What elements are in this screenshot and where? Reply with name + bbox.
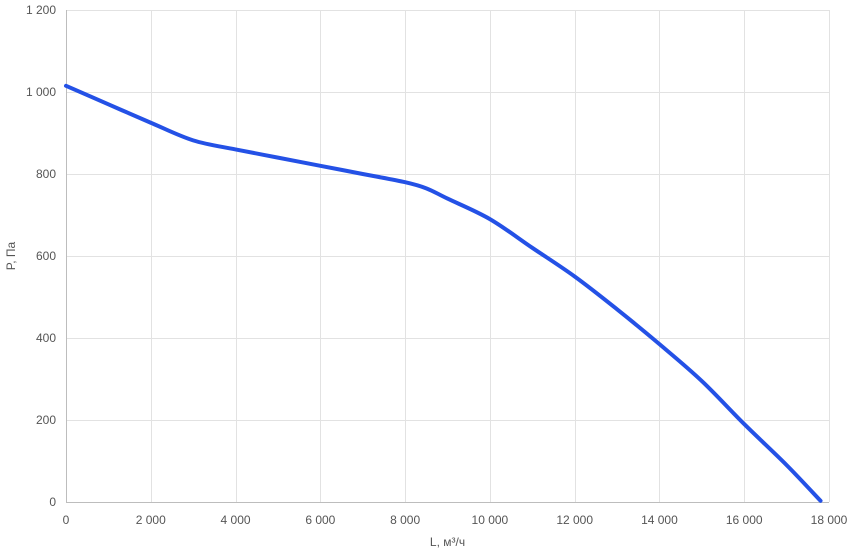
- series-line: [64, 83, 823, 503]
- x-tick-label: 8 000: [390, 513, 420, 527]
- y-tick-label: 400: [36, 331, 56, 345]
- y-tick-label: 200: [36, 413, 56, 427]
- x-tick-label: 4 000: [221, 513, 251, 527]
- axes: [66, 10, 829, 503]
- x-tick-label: 14 000: [641, 513, 678, 527]
- grid: [66, 10, 830, 502]
- y-tick-label: 0: [49, 495, 56, 509]
- x-tick-label: 0: [63, 513, 70, 527]
- x-tick-labels: 0 2 000 4 000 6 000 8 000 10 000 12 000 14 000 1…: [63, 513, 848, 527]
- x-tick-label: 6 000: [305, 513, 335, 527]
- x-tick-label: 2 000: [136, 513, 166, 527]
- x-tick-label: 18 000: [811, 513, 848, 527]
- x-tick-label: 16 000: [726, 513, 763, 527]
- series-layer: [64, 83, 823, 503]
- y-tick-labels: 0 200 400 600 800 1 000 1 200: [26, 3, 56, 509]
- y-tick-label: 1 200: [26, 3, 56, 17]
- x-axis-title: L, м³/ч: [430, 535, 465, 549]
- y-tick-label: 1 000: [26, 85, 56, 99]
- x-tick-label: 12 000: [556, 513, 593, 527]
- y-tick-label: 800: [36, 167, 56, 181]
- y-tick-label: 600: [36, 249, 56, 263]
- x-tick-label: 10 000: [472, 513, 509, 527]
- y-axis-title: P, Па: [4, 241, 18, 270]
